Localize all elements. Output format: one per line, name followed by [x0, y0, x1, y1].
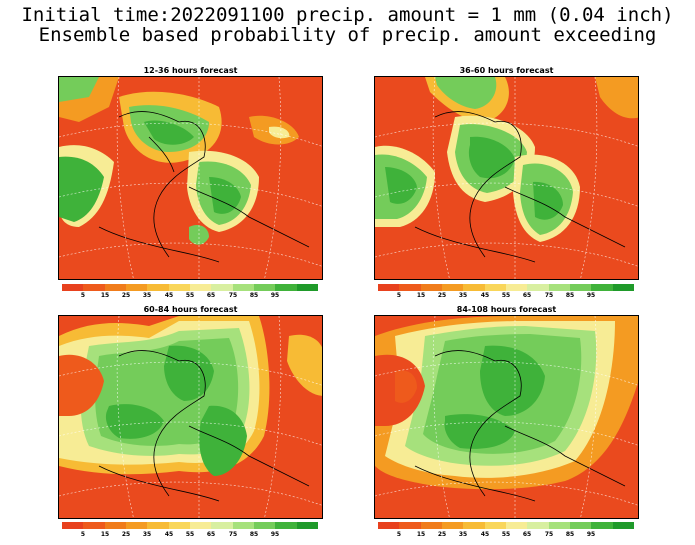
colorbar-label: 55: [501, 531, 511, 538]
colorbar-label: 65: [206, 531, 216, 538]
colorbar-2-labels: 5 15 25 35 45 55 65 75 85 95: [378, 292, 634, 301]
colorbar-label: 75: [544, 292, 554, 299]
colorbar-label: 15: [416, 292, 426, 299]
colorbar-label: 25: [437, 292, 447, 299]
colorbar-4-labels: 5 15 25 35 45 55 65 75 85 95: [378, 531, 634, 540]
colorbar-label: 25: [121, 292, 131, 299]
colorbar-label: 75: [544, 531, 554, 538]
colorbar-3: [62, 522, 318, 529]
colorbar-label: 45: [164, 531, 174, 538]
colorbar-label: 75: [228, 292, 238, 299]
colorbar-label: 75: [228, 531, 238, 538]
panel-4-map: [374, 315, 639, 519]
colorbar-label: 45: [480, 531, 490, 538]
colorbar-label: 95: [586, 292, 596, 299]
panel-2-map: [374, 76, 639, 280]
colorbar-3-labels: 5 15 25 35 45 55 65 75 85 95: [62, 531, 318, 540]
panel-4-title: 84-108 hours forecast: [456, 305, 557, 314]
colorbar-label: 35: [142, 531, 152, 538]
colorbar-label: 55: [501, 292, 511, 299]
title-line-1: Initial time:2022091100 precip. amount =…: [21, 4, 674, 26]
colorbar-label: 95: [270, 292, 280, 299]
title-line-2: Ensemble based probability of precip. am…: [38, 24, 657, 46]
colorbar-label: 95: [586, 531, 596, 538]
colorbar-label: 65: [206, 292, 216, 299]
colorbar-label: 85: [565, 292, 575, 299]
colorbar-label: 95: [270, 531, 280, 538]
colorbar-2: [378, 284, 634, 291]
colorbar-label: 55: [185, 531, 195, 538]
colorbar-label: 55: [185, 292, 195, 299]
colorbar-label: 35: [458, 531, 468, 538]
colorbar-label: 85: [249, 292, 259, 299]
colorbar-label: 45: [480, 292, 490, 299]
colorbar-label: 45: [164, 292, 174, 299]
colorbar-label: 5: [396, 292, 402, 299]
colorbar-label: 15: [100, 531, 110, 538]
panel-3-map: [58, 315, 323, 519]
panel-2-title: 36-60 hours forecast: [459, 66, 554, 75]
colorbar-4: [378, 522, 634, 529]
colorbar-label: 85: [249, 531, 259, 538]
panel-1-title: 12-36 hours forecast: [143, 66, 238, 75]
colorbar-label: 5: [80, 531, 86, 538]
colorbar-label: 65: [522, 292, 532, 299]
colorbar-label: 25: [121, 531, 131, 538]
colorbar-1: [62, 284, 318, 291]
colorbar-label: 35: [458, 292, 468, 299]
colorbar-1-labels: 5 15 25 35 45 55 65 75 85 95: [62, 292, 318, 301]
colorbar-label: 5: [80, 292, 86, 299]
colorbar-label: 15: [416, 531, 426, 538]
colorbar-label: 5: [396, 531, 402, 538]
colorbar-label: 65: [522, 531, 532, 538]
panel-3-title: 60-84 hours forecast: [143, 305, 238, 314]
colorbar-label: 85: [565, 531, 575, 538]
colorbar-label: 15: [100, 292, 110, 299]
colorbar-label: 35: [142, 292, 152, 299]
panel-1-map: [58, 76, 323, 280]
colorbar-label: 25: [437, 531, 447, 538]
